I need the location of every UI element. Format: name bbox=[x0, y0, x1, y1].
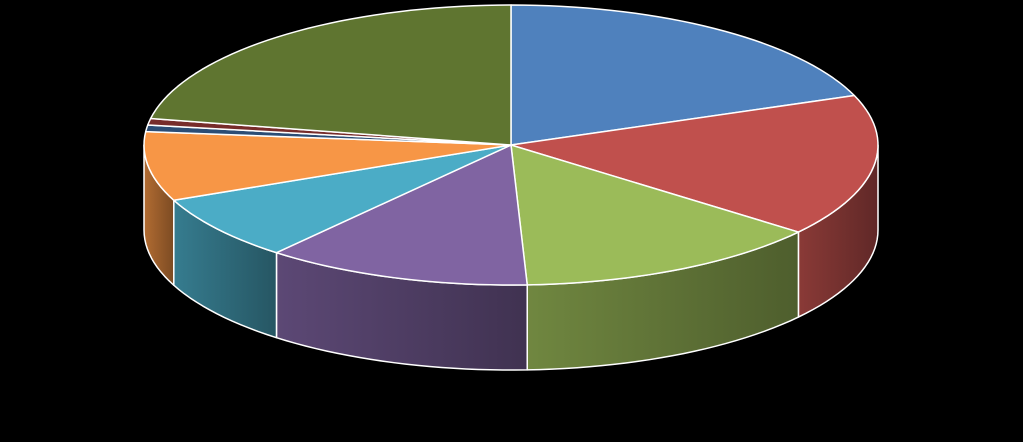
pie-slice-3 bbox=[510, 144, 800, 286]
pie-slice-4 bbox=[275, 144, 528, 286]
pie-slice-6 bbox=[143, 130, 512, 201]
pie-slice-1 bbox=[510, 4, 856, 146]
pie-slice-5 bbox=[173, 144, 512, 254]
pie-sides bbox=[143, 144, 879, 371]
pie-slice-9 bbox=[149, 4, 512, 146]
pie-tops bbox=[143, 4, 879, 286]
pie-slice-2 bbox=[510, 94, 879, 233]
